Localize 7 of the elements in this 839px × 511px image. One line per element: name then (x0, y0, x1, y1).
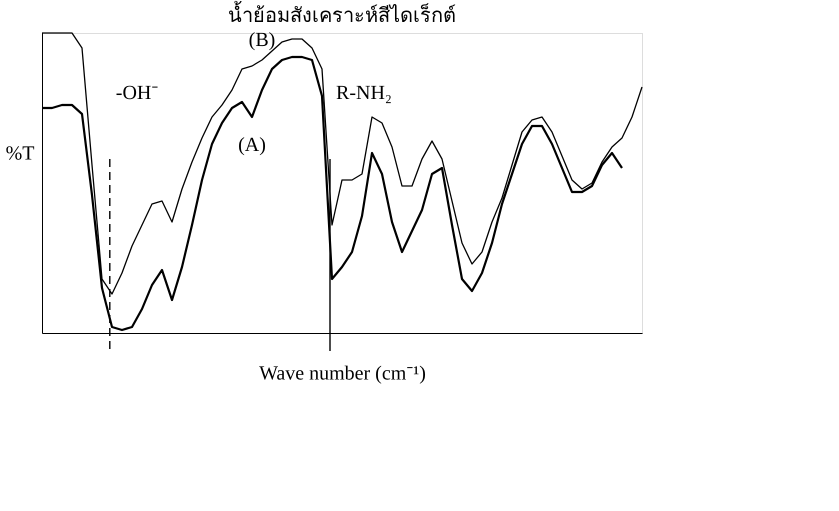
annotation: R-NH₂ (336, 82, 392, 104)
x-axis-title: Wave number (cm⁻¹) (259, 362, 426, 384)
series-label: (A) (238, 134, 266, 156)
annotation: -OH⁻ (116, 82, 158, 104)
y-axis-title: %T (6, 142, 34, 164)
series-label: (B) (248, 29, 276, 51)
chart-title: น้ำย้อมสังเคราะห์สีไดเร็กต์ (228, 1, 456, 27)
